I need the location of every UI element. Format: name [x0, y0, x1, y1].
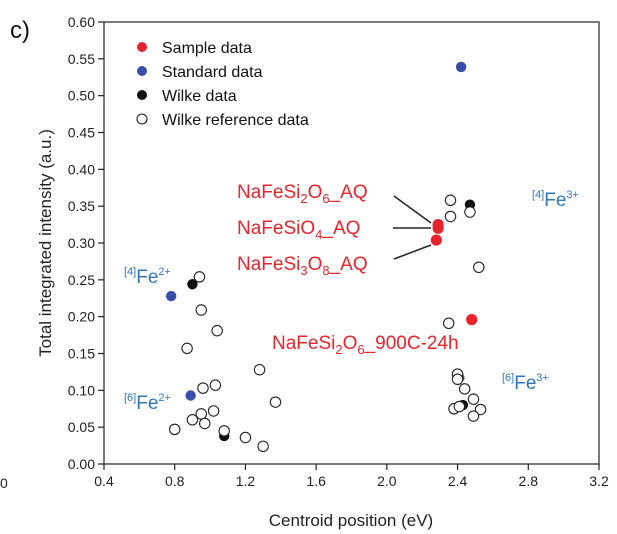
panel-label: c) — [10, 17, 30, 44]
annotation-vi-fe3: [6]Fe3+ — [502, 372, 549, 394]
point-wilke-reference-data — [211, 324, 223, 337]
annotation-nafesi2o6-900c: NaFeSi2O6_900C-24h — [272, 333, 459, 357]
point-wilke-reference-data — [199, 417, 211, 430]
y-tick-label: 0.10 — [68, 382, 95, 398]
annotation-vi-fe2: [6]Fe2+ — [124, 392, 171, 414]
point-wilke-reference-data — [458, 383, 471, 395]
x-tick-label: 2.4 — [448, 473, 468, 489]
y-tick-label: 0.20 — [68, 309, 95, 325]
point-wilke-reference-data — [197, 382, 209, 394]
point-wilke-reference-data — [451, 373, 464, 386]
annotation-nafesi2o6: NaFeSi2O6_AQ — [237, 182, 368, 206]
point-wilke-reference-data — [195, 304, 207, 316]
point-standard-data — [455, 61, 467, 73]
leader-line-nafesi2o6 — [393, 195, 432, 224]
x-tick-label: 0.4 — [94, 473, 114, 489]
legend-marker — [137, 90, 147, 100]
point-wilke-reference-data — [453, 400, 466, 413]
y-tick-label: 0.60 — [68, 14, 95, 30]
annotation-leader-lines — [393, 195, 432, 260]
y-tick-label: 0.00 — [68, 456, 95, 472]
y-tick-label: 0.05 — [68, 419, 95, 435]
point-wilke-reference-data — [464, 206, 476, 218]
annotations: NaFeSi2O6_AQ NaFeSiO4_AQ NaFeSi3O8_AQ NaFeS… — [124, 182, 579, 414]
point-wilke-reference-data — [186, 414, 199, 426]
y-tick-label: 0.35 — [68, 198, 95, 214]
annotation-nafesio4: NaFeSiO4_AQ — [237, 218, 360, 242]
point-wilke-reference-data — [442, 317, 455, 330]
y-tick-label: 0.55 — [68, 51, 95, 67]
y-tick-label: 0.40 — [68, 161, 95, 177]
annotation-nafesi3o8: NaFeSi3O8_AQ — [237, 254, 368, 278]
point-wilke-reference-data — [474, 403, 487, 416]
point-wilke-reference-data — [467, 410, 480, 422]
x-tick-label: 1.2 — [236, 473, 256, 489]
y-axis: 0.00 0.05 0.10 0.15 0.20 0.25 0.30 0.35 0.40 0.45… — [68, 14, 104, 472]
point-wilke-reference-data — [168, 423, 181, 436]
point-wilke-reference-data — [473, 261, 485, 274]
legend-marker — [137, 66, 147, 76]
edge-fragment: 0 — [0, 475, 8, 491]
point-wilke-reference-data — [269, 396, 282, 408]
point-wilke-reference-data — [207, 405, 220, 417]
leader-line-nafesi3o8 — [393, 244, 432, 260]
annotation-iv-fe2: [4]Fe2+ — [124, 266, 171, 288]
x-tick-label: 3.2 — [589, 473, 609, 489]
y-axis-title: Total integrated intensity (a.u.) — [36, 129, 55, 357]
legend-label: Wilke reference data — [162, 112, 309, 129]
x-axis-title: Centroid position (eV) — [269, 511, 433, 530]
point-wilke-reference-data — [444, 210, 457, 223]
point-wilke-reference-data — [193, 271, 206, 283]
y-tick-label: 0.15 — [68, 346, 95, 362]
y-tick-label: 0.50 — [68, 88, 95, 104]
point-wilke-reference-data — [444, 194, 457, 207]
point-wilke-data — [187, 279, 198, 290]
legend-marker — [136, 113, 148, 125]
point-sample-data — [430, 234, 442, 246]
y-tick-label: 0.45 — [68, 125, 95, 141]
point-standard-data — [185, 390, 196, 401]
point-wilke-reference-data — [195, 408, 207, 420]
point-wilke-reference-data — [218, 425, 230, 437]
point-wilke-reference-data — [181, 342, 193, 355]
point-wilke-reference-data — [253, 363, 266, 376]
point-standard-data — [165, 290, 177, 302]
legend-label: Sample data — [162, 40, 252, 57]
point-wilke-reference-data — [257, 440, 269, 453]
x-tick-label: 0.8 — [165, 473, 185, 489]
legend-label: Wilke data — [162, 88, 237, 105]
x-tick-label: 2.8 — [519, 473, 539, 489]
x-axis: 0.4 0.8 1.2 1.6 2.0 2.4 2.8 3.2 — [94, 464, 609, 489]
data-points — [165, 61, 487, 453]
y-tick-label: 0.30 — [68, 235, 95, 251]
point-sample-data — [466, 314, 478, 326]
legend-marker — [137, 42, 147, 52]
legend: Sample data Standard data Wilke data Wilke … — [136, 40, 309, 129]
point-wilke-reference-data — [239, 431, 252, 444]
point-sample-data — [432, 222, 444, 234]
annotation-iv-fe3: [4]Fe3+ — [532, 189, 579, 211]
x-tick-label: 2.0 — [377, 473, 397, 489]
legend-label: Standard data — [162, 64, 263, 81]
point-wilke-reference-data — [467, 393, 480, 405]
point-wilke-reference-data — [209, 379, 222, 391]
x-tick-label: 1.6 — [306, 473, 326, 489]
y-tick-label: 0.25 — [68, 272, 95, 288]
